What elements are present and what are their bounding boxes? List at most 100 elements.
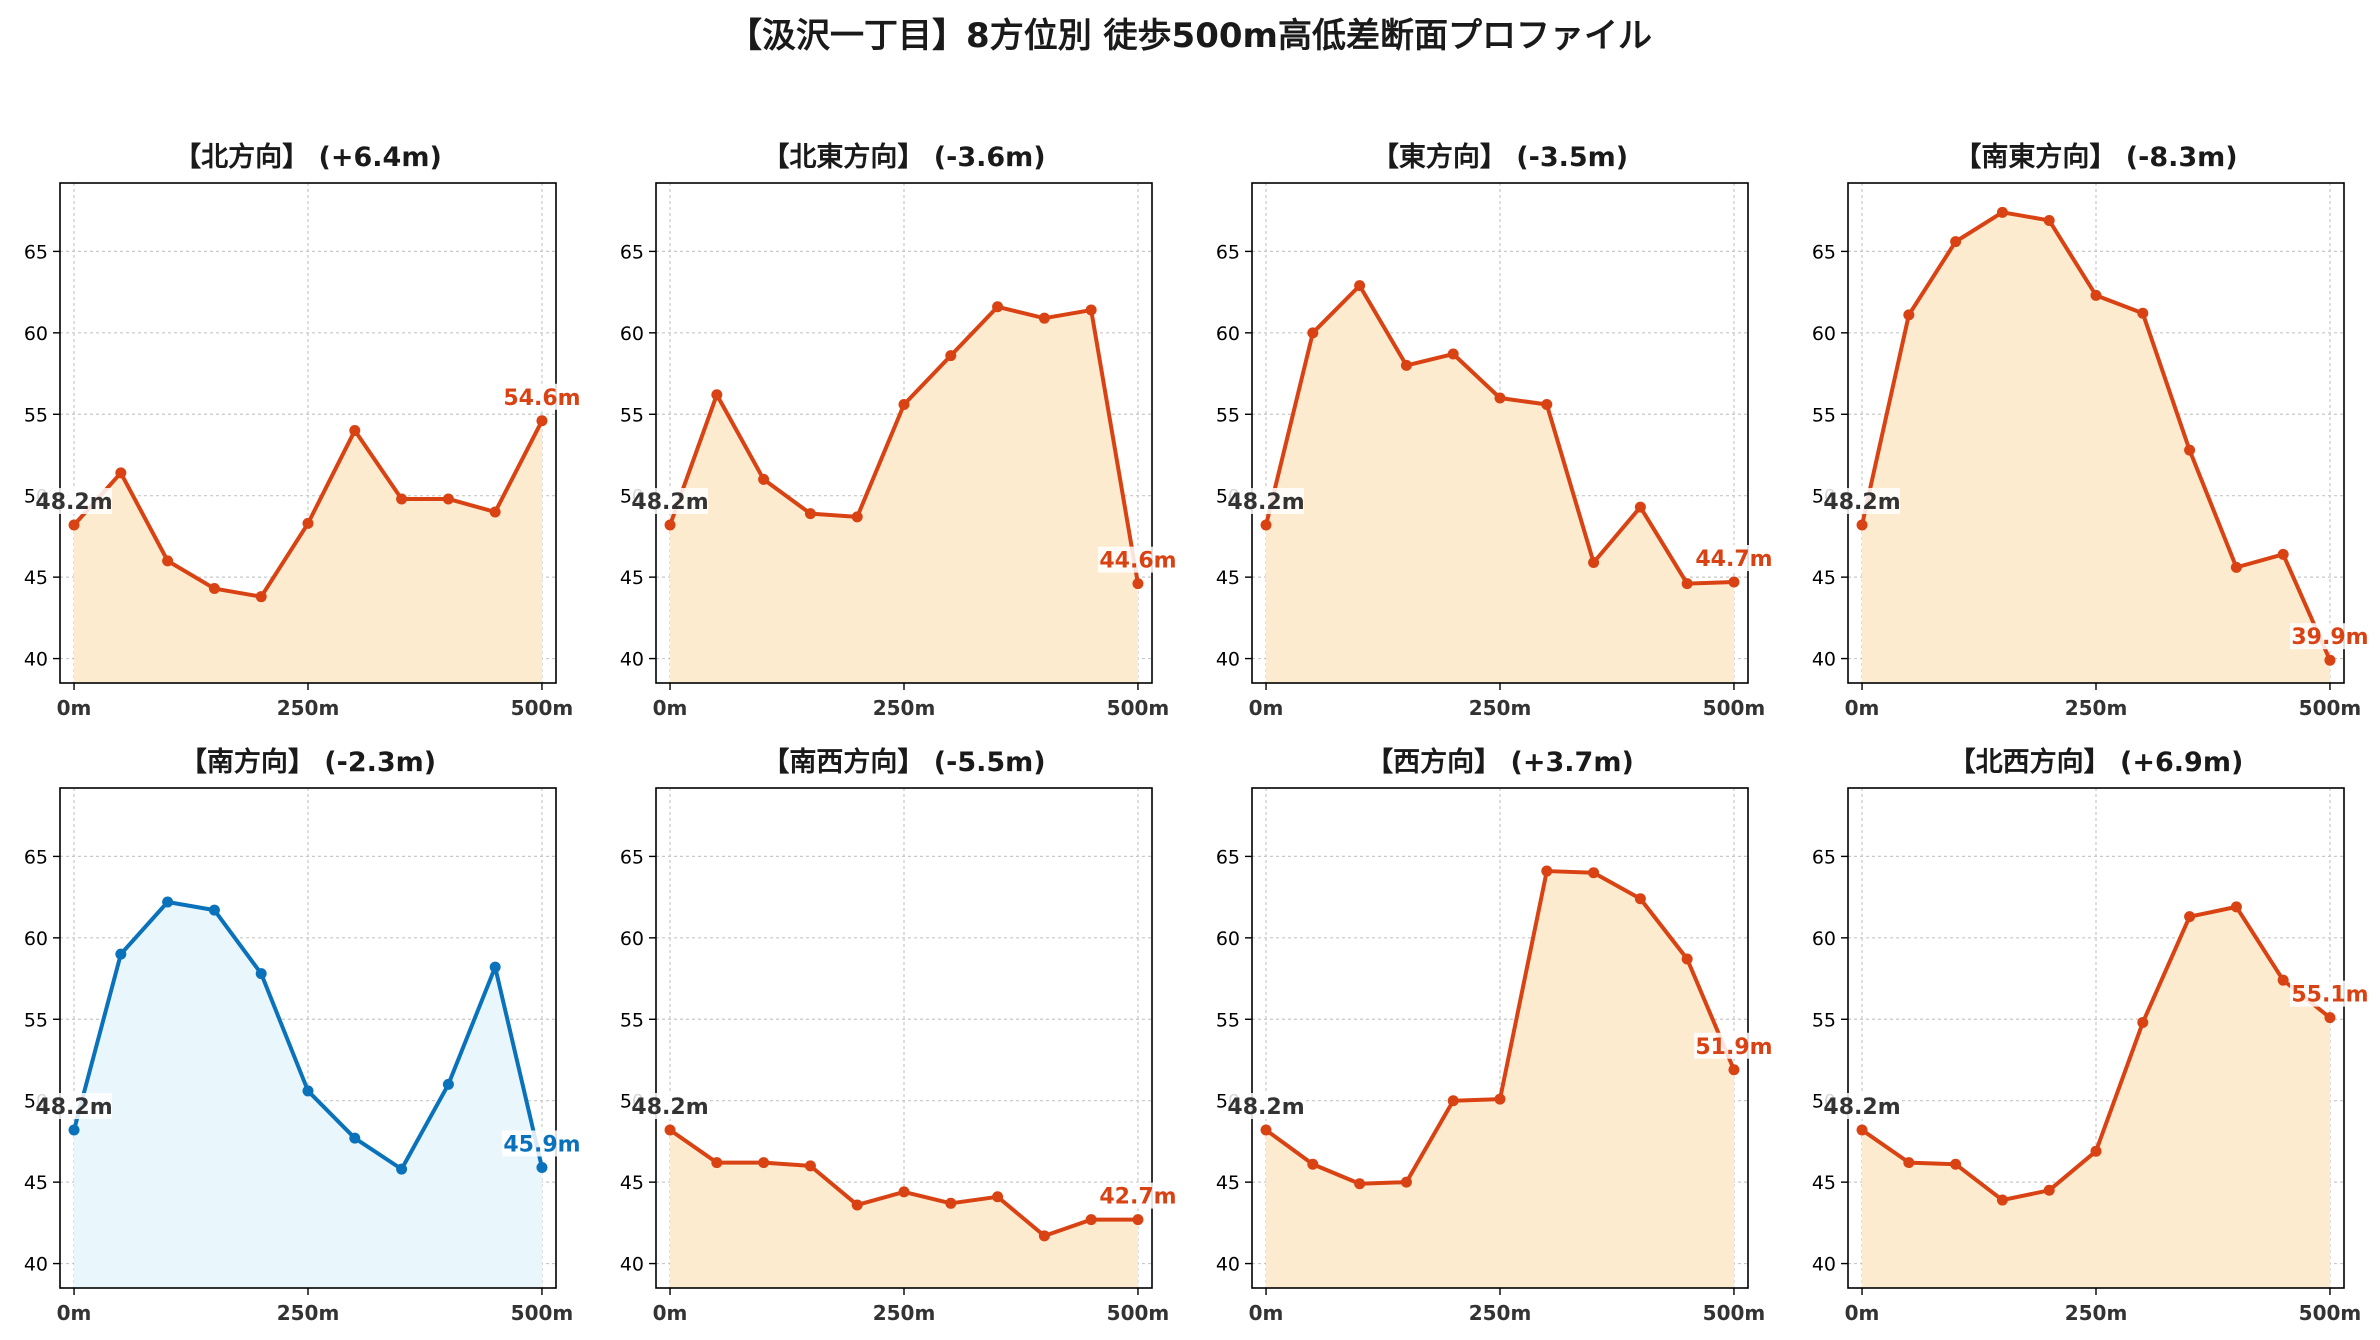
data-point [2184,911,2196,923]
data-point [442,493,454,505]
data-point [2090,289,2102,301]
y-tick-label: 60 [24,928,48,950]
start-label-box [1824,1093,1901,1120]
panel-title: 【南西方向】 (-5.5m) [762,746,1045,778]
data-point [711,1157,723,1169]
y-tick-label: 40 [24,1254,48,1276]
data-point [1588,556,1600,568]
x-tick-label: 500m [1107,1301,1170,1325]
end-label: 54.6m [503,386,580,411]
end-label: 55.1m [2291,983,2368,1008]
end-label-box [1693,545,1774,572]
start-label-box [632,488,709,515]
data-point [1494,392,1506,404]
y-tick-label: 40 [1216,1254,1240,1276]
end-label-box [1097,546,1178,573]
data-point [1260,519,1272,531]
area-fill [1862,906,2330,1288]
end-label: 39.9m [2291,625,2368,650]
data-point [1996,1194,2008,1206]
panel-title: 【東方向】 (-3.5m) [1372,141,1628,173]
data-point [1588,867,1600,879]
panel-title: 【西方向】 (+3.7m) [1366,746,1634,778]
data-point [992,301,1004,313]
y-tick-label: 40 [24,649,48,671]
area-fill [670,1130,1138,1288]
x-tick-label: 500m [511,1301,574,1325]
data-point [1400,359,1412,371]
data-point [2230,561,2242,573]
end-label: 44.6m [1099,549,1176,574]
data-point [115,948,127,960]
data-point [2277,974,2289,986]
start-label-box [1228,1093,1305,1120]
end-label: 44.7m [1695,547,1772,572]
data-point [302,1085,314,1097]
data-point [851,1199,863,1211]
panel-title: 【北東方向】 (-3.6m) [762,141,1045,173]
x-tick-label: 250m [1469,696,1532,720]
data-point [1856,1124,1868,1136]
data-point [1038,312,1050,324]
panel-title: 【北西方向】 (+6.9m) [1949,746,2244,778]
x-tick-label: 0m [1249,696,1284,720]
y-tick-label: 40 [620,649,644,671]
x-tick-label: 500m [1703,696,1766,720]
data-point [349,1132,361,1144]
y-tick-label: 60 [1216,323,1240,345]
data-point [1950,1158,1962,1170]
panel-title: 【南東方向】 (-8.3m) [1954,141,2237,173]
data-point [2090,1145,2102,1157]
end-label-box [2289,980,2370,1007]
data-point [1634,501,1646,513]
y-tick-label: 40 [1216,649,1240,671]
start-label: 48.2m [1227,1095,1304,1120]
y-tick-label: 60 [1812,323,1836,345]
x-tick-label: 250m [2065,696,2128,720]
y-tick-label: 45 [1216,567,1240,589]
start-label-box [36,488,113,515]
start-label-box [632,1093,709,1120]
data-point [208,583,220,595]
data-point [68,1124,80,1136]
data-point [804,1160,816,1172]
data-point [1260,1124,1272,1136]
y-tick-label: 40 [1812,1254,1836,1276]
area-fill [74,420,542,683]
y-tick-label: 60 [620,323,644,345]
y-tick-label: 60 [1812,928,1836,950]
x-tick-label: 0m [57,1301,92,1325]
start-label: 48.2m [631,490,708,515]
y-tick-label: 65 [620,846,644,868]
area-fill [670,306,1138,683]
x-tick-label: 0m [653,696,688,720]
x-tick-label: 500m [1107,696,1170,720]
y-tick-label: 60 [620,928,644,950]
end-label-box [501,1130,582,1157]
data-point [1541,865,1553,877]
x-tick-label: 500m [1703,1301,1766,1325]
data-point [851,511,863,523]
data-point [664,519,676,531]
x-tick-label: 500m [2299,696,2362,720]
data-point [302,517,314,529]
y-tick-label: 45 [1216,1172,1240,1194]
end-label-box [1097,1182,1178,1209]
data-point [396,1163,408,1175]
x-tick-label: 250m [1469,1301,1532,1325]
x-tick-label: 250m [873,1301,936,1325]
end-label-box [1693,1032,1774,1059]
y-tick-label: 55 [1812,404,1836,426]
x-tick-label: 250m [277,1301,340,1325]
data-point [1681,578,1693,590]
data-point [1038,1230,1050,1242]
data-point [1085,304,1097,316]
data-point [758,473,770,485]
data-point [2137,307,2149,319]
y-tick-label: 45 [1812,567,1836,589]
y-tick-label: 65 [620,241,644,263]
start-label: 48.2m [35,1095,112,1120]
